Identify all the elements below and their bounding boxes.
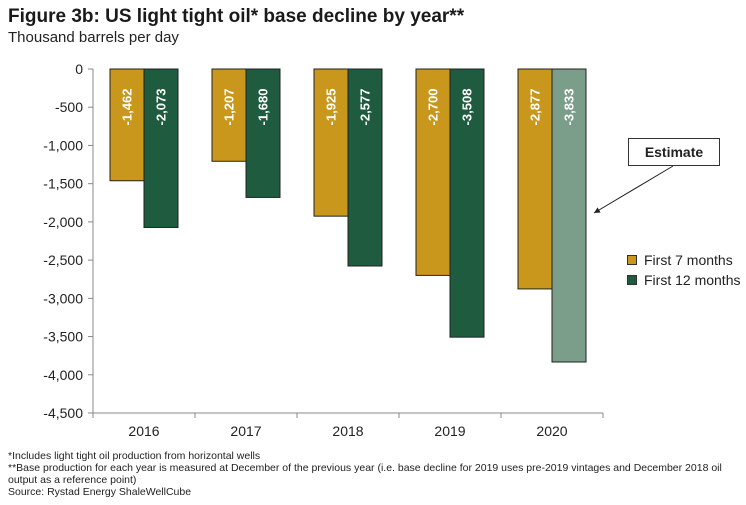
chart-title: Figure 3b: US light tight oil* base decl…: [8, 6, 465, 27]
footnote-2: **Base production for each year is measu…: [8, 462, 722, 486]
y-tick-label: -4,000: [43, 367, 83, 383]
bar-first-12-months-2019: [449, 68, 485, 338]
bar-first-7-months-2017: [211, 68, 247, 162]
data-label: -1,680: [256, 89, 271, 126]
data-label: -2,073: [154, 89, 169, 126]
y-tick-label: -3,500: [43, 329, 83, 345]
x-tick-label: 2017: [230, 423, 261, 439]
x-tick-label: 2020: [536, 423, 567, 439]
source-note: Source: Rystad Energy ShaleWellCube: [8, 486, 192, 498]
bar-first-7-months-2016: [109, 68, 145, 182]
chart-subtitle: Thousand barrels per day: [8, 29, 179, 46]
estimate-arrow: [593, 165, 674, 214]
legend-label: First 7 months: [644, 252, 733, 268]
data-label: -3,508: [460, 89, 475, 126]
bar-first-12-months-2016: [143, 68, 179, 228]
legend-label: First 12 months: [644, 272, 741, 288]
y-tick-label: -1,500: [43, 176, 83, 192]
data-label: -2,577: [358, 89, 373, 126]
y-tick-label: -500: [55, 99, 83, 115]
data-label: -1,462: [120, 89, 135, 126]
data-label: -1,925: [324, 89, 339, 126]
y-tick-label: -4,500: [43, 405, 83, 421]
x-tick-label: 2016: [128, 423, 159, 439]
bar-first-12-months-2018: [347, 68, 383, 267]
data-label: -2,877: [528, 89, 543, 126]
legend-swatch-first-12-months: [627, 275, 637, 285]
bar-first-12-months-2017: [245, 68, 281, 198]
y-tick-label: -2,500: [43, 252, 83, 268]
bar-chart: 0 -500 -1,000 -1,500 -2,000 -2,500 -3,000 -3,50…: [43, 61, 674, 439]
y-tick-label: -2,000: [43, 214, 83, 230]
y-tick-label: 0: [75, 61, 83, 77]
legend: First 7 months First 12 months: [627, 250, 740, 290]
x-tick-label: 2019: [434, 423, 465, 439]
data-label: -1,207: [222, 89, 237, 126]
legend-item-first-7-months: First 7 months: [627, 250, 740, 270]
footnotes: *Includes light tight oil production fro…: [8, 450, 738, 498]
footnote-1: *Includes light tight oil production fro…: [8, 450, 261, 462]
data-label: -3,833: [562, 89, 577, 126]
legend-item-first-12-months: First 12 months: [627, 270, 740, 290]
estimate-annotation: Estimate: [628, 138, 720, 166]
bar-first-12-months-2020: [551, 68, 587, 363]
y-tick-label: -3,000: [43, 290, 83, 306]
x-tick-label: 2018: [332, 423, 363, 439]
data-label: -2,700: [426, 89, 441, 126]
legend-swatch-first-7-months: [627, 255, 637, 265]
bar-first-7-months-2020: [517, 68, 553, 290]
y-tick-label: -1,000: [43, 137, 83, 153]
